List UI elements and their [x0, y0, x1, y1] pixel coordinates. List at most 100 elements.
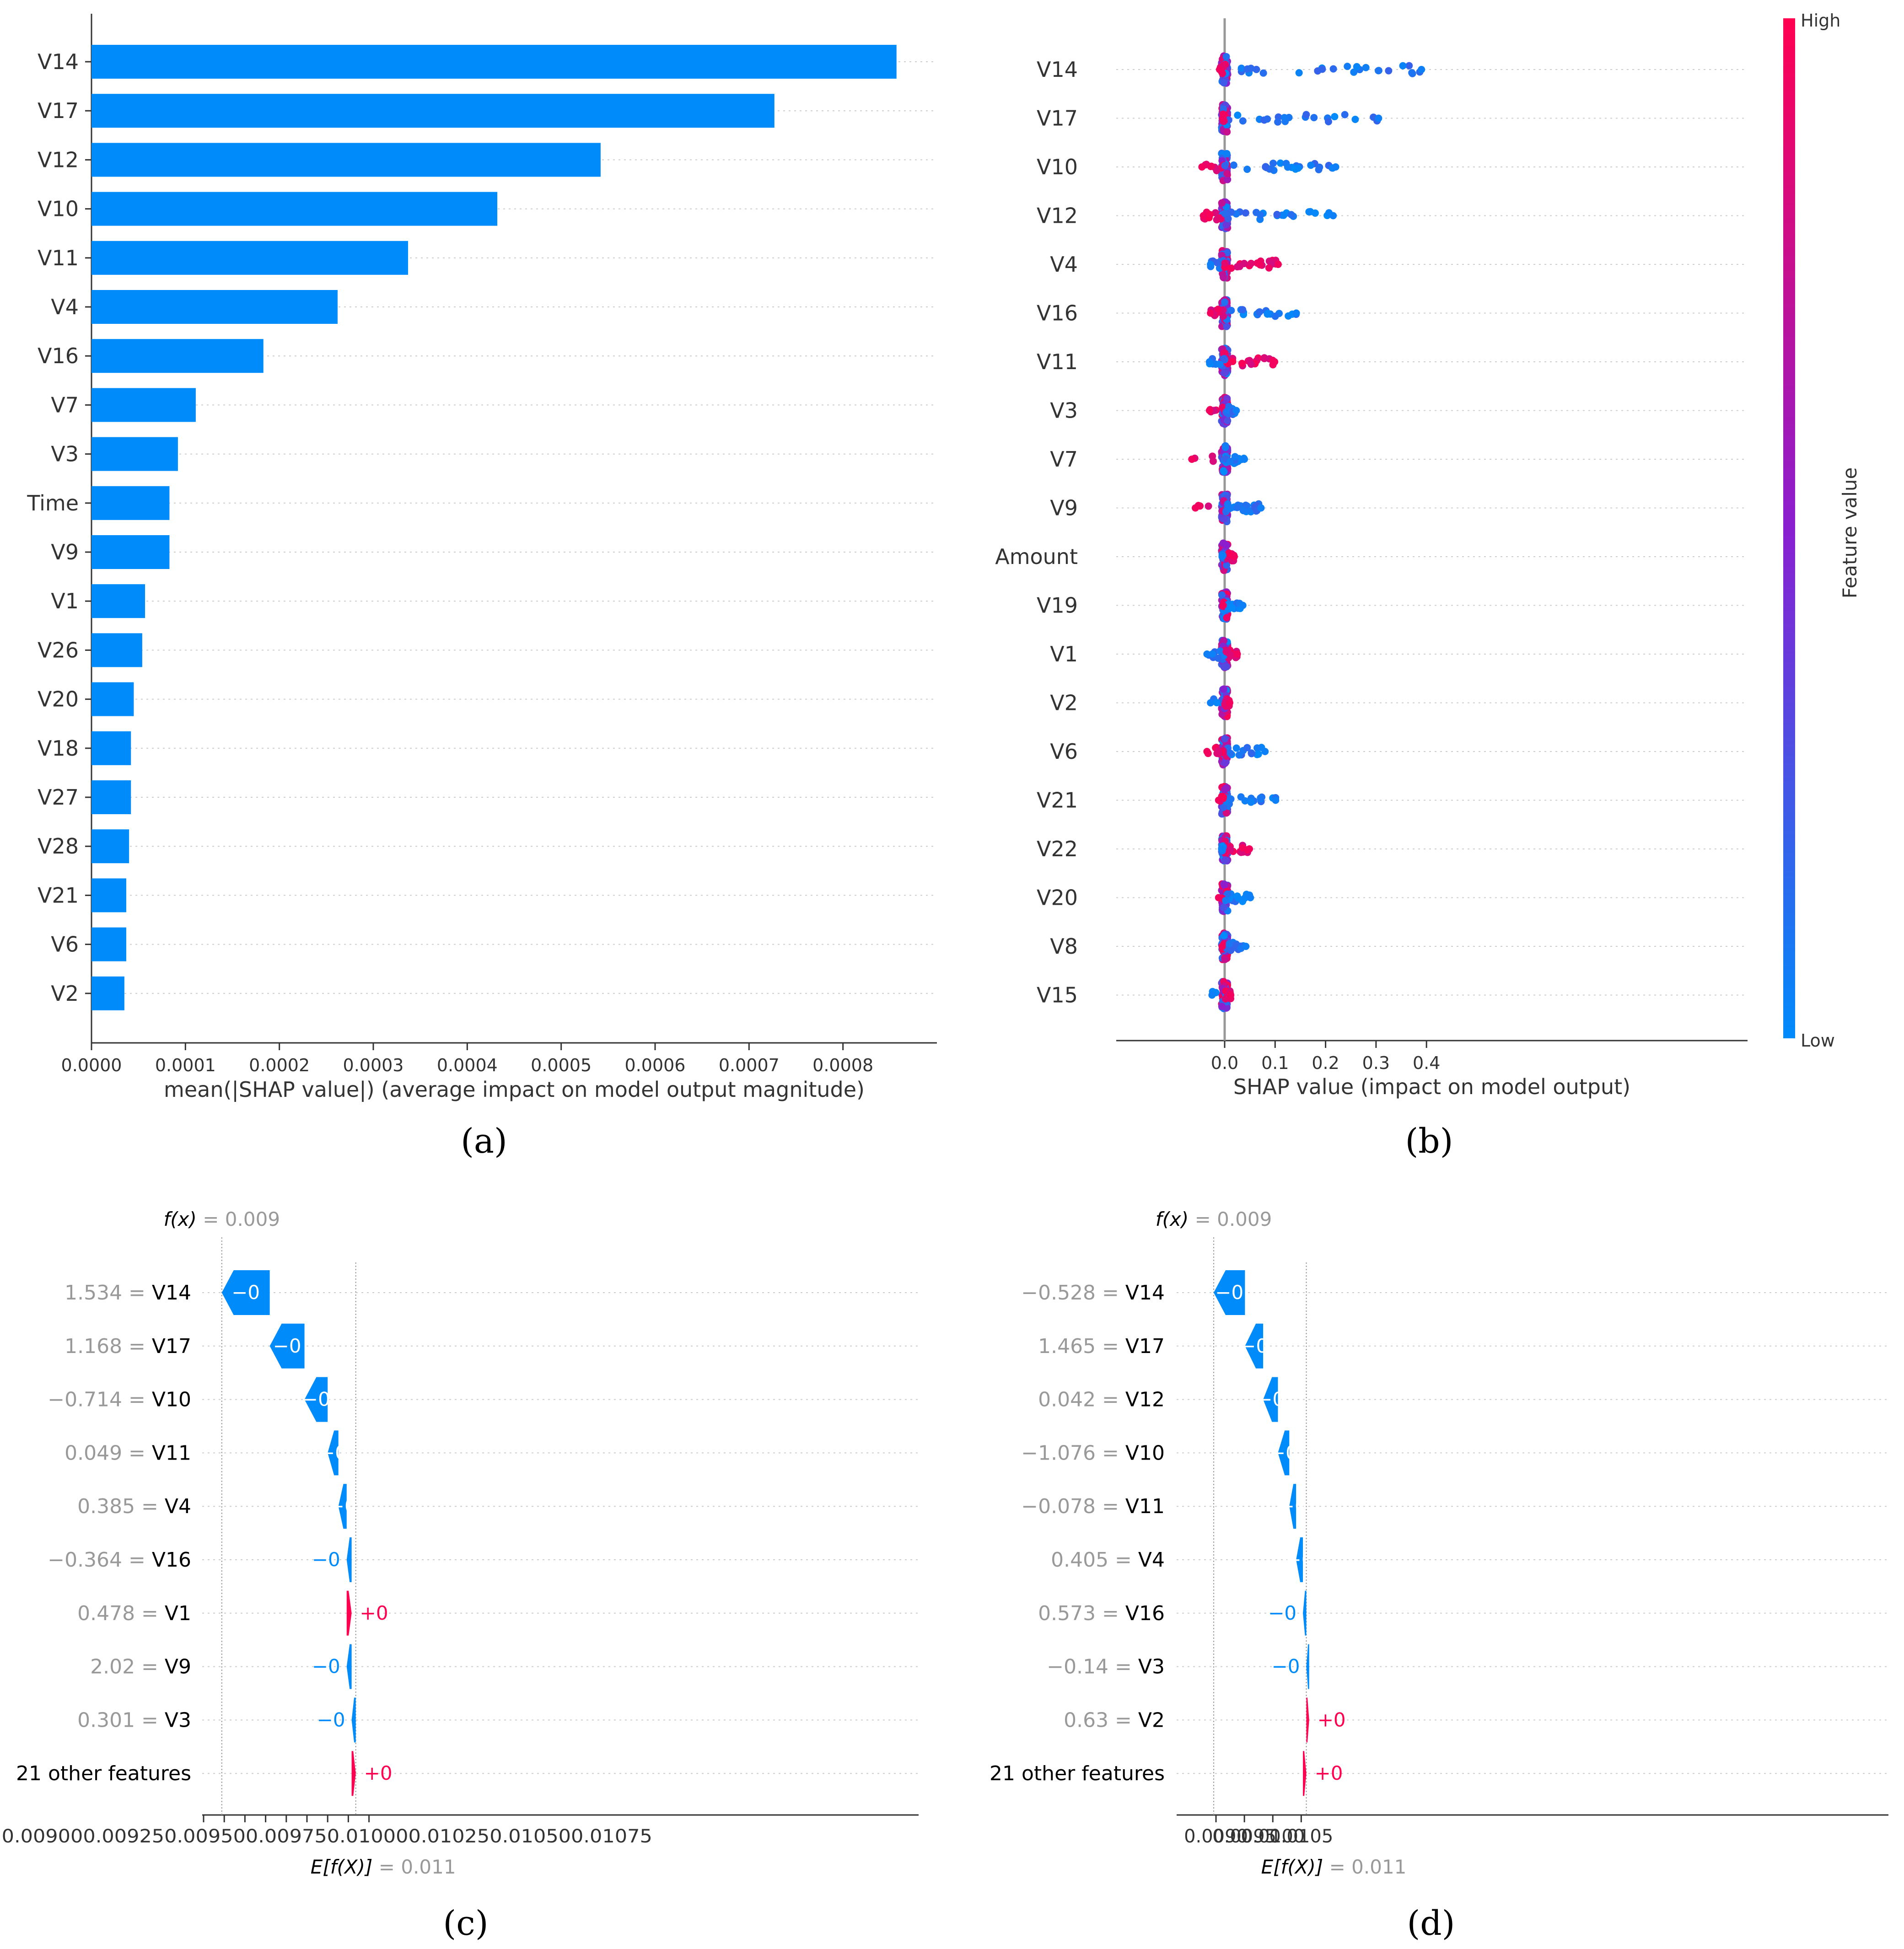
- d-equals-sign: =: [1096, 1335, 1125, 1358]
- b-feature-label: V12: [1037, 204, 1078, 228]
- d-equals-sign: =: [1096, 1281, 1125, 1305]
- c-row-label: 2.02 = V9: [90, 1655, 191, 1679]
- b-point-v12: [1311, 209, 1319, 217]
- d-contrib-bar-v10: [1278, 1430, 1290, 1476]
- a-category-label: V4: [51, 295, 79, 319]
- d-base-symbol: E[f(X)]: [1261, 1856, 1323, 1878]
- panel-a-bar-chart: V14 V17 V12 V10 V11 V4 V16 V7 V3 Time V9 V1 V26 V20 V1…: [27, 14, 937, 1161]
- d-x-tick-label: 0.0105: [1269, 1826, 1333, 1847]
- d-contrib-bar-v17: [1245, 1323, 1264, 1369]
- b-point-v16: [1239, 306, 1247, 314]
- a-category-label: V12: [38, 147, 79, 172]
- c-contrib-label: −0: [302, 1388, 330, 1411]
- c-feature-value: 1.168: [65, 1335, 122, 1358]
- d-x-tick-label: 0.0095: [1212, 1826, 1276, 1847]
- b-point-v10: [1223, 150, 1231, 157]
- c-contrib-label: −0: [231, 1281, 260, 1304]
- d-row-label: 1.465 = V17: [1038, 1335, 1165, 1358]
- b-x-tick-label: 0.1: [1261, 1053, 1289, 1073]
- b-point-v6: [1203, 748, 1211, 755]
- b-point-v14: [1295, 69, 1303, 77]
- b-point-v10: [1198, 163, 1206, 171]
- b-point-v16: [1292, 309, 1300, 317]
- b-point-v14: [1216, 66, 1223, 73]
- b-point-v7: [1231, 453, 1239, 461]
- b-point-v8: [1221, 956, 1229, 963]
- b-feature-label: Amount: [995, 544, 1078, 569]
- b-point-v16: [1223, 322, 1231, 330]
- a-category-label: V3: [51, 442, 79, 467]
- d-row-label: −0.528 = V14: [1021, 1281, 1165, 1305]
- b-feature-label: V11: [1037, 349, 1078, 374]
- b-point-v12: [1217, 215, 1225, 223]
- d-contrib-bar-v2: [1306, 1697, 1309, 1743]
- b-point-v10: [1294, 164, 1302, 172]
- b-point-v17: [1341, 111, 1349, 118]
- d-feature-value: −1.076: [1021, 1441, 1096, 1465]
- b-point-v15: [1208, 991, 1216, 999]
- c-contrib-bar-v1: [346, 1590, 352, 1636]
- panel-b-label: (b): [1405, 1122, 1453, 1161]
- b-point-v10: [1332, 163, 1339, 171]
- b-point-v2: [1226, 699, 1234, 707]
- b-point-v11: [1216, 360, 1224, 368]
- b-point-v6: [1243, 744, 1251, 752]
- b-feature-label: V16: [1037, 301, 1078, 326]
- b-point-v12: [1218, 199, 1226, 207]
- b-point-v11: [1220, 369, 1228, 377]
- a-bar-v12: [91, 143, 601, 177]
- b-point-v17: [1302, 111, 1310, 118]
- c-contrib-bar-v4: [338, 1484, 347, 1529]
- b-point-v10: [1284, 163, 1291, 171]
- b-point-v10: [1307, 161, 1315, 169]
- b-x-axis-title: SHAP value (impact on model output): [1233, 1074, 1630, 1099]
- d-contrib-label: +0: [1318, 1708, 1346, 1731]
- b-point-v14: [1375, 67, 1382, 75]
- d-equals-sign: =: [1108, 1655, 1138, 1679]
- a-category-label: V16: [38, 344, 79, 368]
- b-point-v12: [1199, 212, 1207, 220]
- b-point-v6: [1253, 744, 1261, 752]
- b-point-v20: [1247, 894, 1254, 902]
- a-bar-v2: [91, 976, 124, 1010]
- c-feature-value: −0.714: [48, 1388, 122, 1412]
- a-bar-time: [91, 486, 170, 520]
- a-bar-v16: [91, 339, 264, 373]
- b-point-v19: [1239, 601, 1247, 609]
- b-point-v8: [1220, 932, 1228, 940]
- c-feature-value: −0.364: [48, 1548, 122, 1572]
- c-feature-name: V4: [165, 1495, 191, 1518]
- b-point-v21: [1272, 796, 1280, 804]
- b-point-v10: [1315, 166, 1323, 173]
- c-contrib-label: +0: [364, 1762, 393, 1784]
- d-row-label: 0.63 = V2: [1064, 1708, 1165, 1732]
- b-point-v4: [1233, 263, 1241, 271]
- b-point-v7: [1220, 467, 1227, 475]
- b-point-v10: [1221, 161, 1229, 169]
- b-point-v14: [1237, 64, 1245, 72]
- b-point-v22: [1238, 844, 1246, 852]
- b-point-v22: [1226, 846, 1234, 854]
- b-point-v17: [1280, 114, 1288, 122]
- d-contrib-label: −0: [1256, 1388, 1285, 1411]
- d-contrib-bar-v3: [1306, 1644, 1309, 1689]
- a-category-label: V26: [38, 638, 79, 662]
- b-point-v17: [1375, 114, 1382, 122]
- a-category-label: Time: [27, 491, 79, 515]
- b-point-v14: [1259, 69, 1267, 77]
- a-bar-v27: [91, 780, 131, 814]
- b-point-v10: [1223, 170, 1231, 177]
- b-point-v17: [1351, 116, 1359, 123]
- d-equals-sign: =: [1108, 1548, 1138, 1572]
- b-point-v22: [1218, 845, 1226, 853]
- b-point-v14: [1344, 63, 1351, 70]
- b-point-v10: [1269, 159, 1277, 167]
- b-point-v14: [1329, 65, 1337, 73]
- b-point-v9: [1257, 504, 1265, 512]
- d-contrib-bar-v4: [1296, 1537, 1303, 1582]
- a-category-label: V9: [51, 540, 79, 564]
- d-feature-value: 0.042: [1038, 1388, 1096, 1412]
- a-bar-v6: [91, 927, 126, 961]
- c-contrib-bar-v16: [346, 1537, 352, 1582]
- b-point-v16: [1214, 306, 1222, 313]
